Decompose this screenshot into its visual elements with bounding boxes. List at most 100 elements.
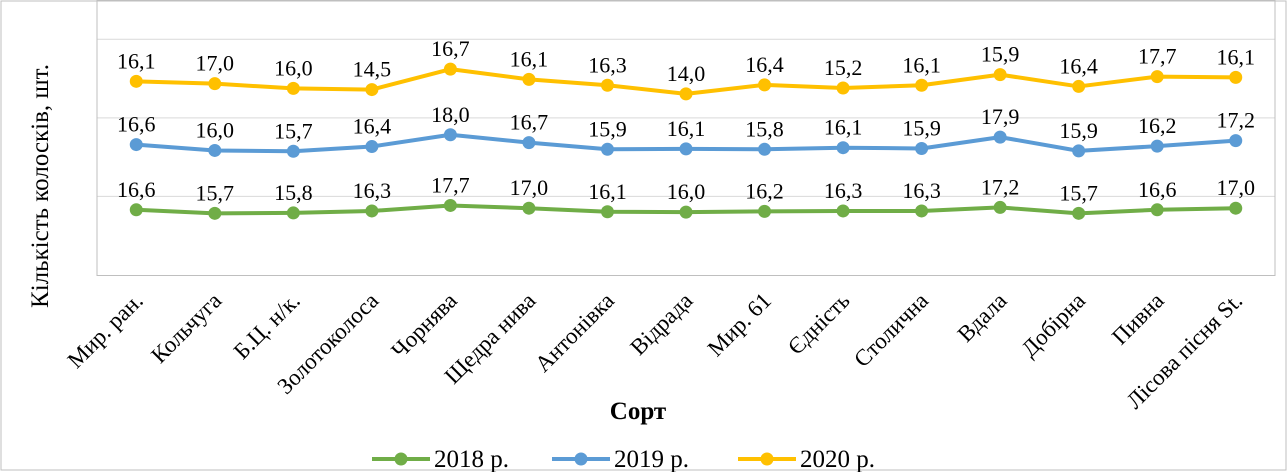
data-label-2020: 14,5 [353,57,392,82]
data-point-2020 [600,78,614,92]
data-label-2020: 16,4 [745,52,784,77]
data-label-2020: 16,1 [1216,44,1255,69]
data-point-2019 [679,142,693,156]
data-point-2019 [836,141,850,155]
data-point-2018 [1229,201,1243,215]
data-label-2019: 15,7 [274,118,313,143]
data-label-2018: 16,6 [117,177,156,202]
data-point-2018 [129,203,143,217]
x-axis-title: Сорт [610,398,666,425]
legend-label: 2019 р. [614,446,689,472]
data-label-2019: 16,4 [353,114,392,139]
data-point-2020 [443,62,457,76]
data-label-2020: 16,1 [117,48,156,73]
y-axis-title: Кількість колосків, шт. [27,64,54,308]
legend-item-2019: 2019 р. [552,446,689,472]
data-point-2020 [1229,70,1243,84]
data-label-2020: 14,0 [667,61,706,86]
data-point-2020 [679,87,693,101]
data-point-2018 [286,206,300,220]
data-point-2018 [208,206,222,220]
legend: 2018 р. 2019 р. 2020 р. [372,446,875,472]
data-point-2020 [836,81,850,95]
data-labels: 16,6 15,7 15,8 16,3 17,7 17,0 16,1 16,0 16,2 16,3… [117,36,1255,205]
data-label-2020: 16,3 [588,52,627,77]
data-label-2020: 15,2 [824,55,863,80]
data-label-2019: 15,9 [1059,118,1098,143]
data-label-2020: 16,4 [1059,53,1098,78]
data-point-2019 [600,142,614,156]
data-point-2018 [600,205,614,219]
data-point-2019 [915,142,929,155]
data-point-2019 [365,140,379,154]
data-label-2019: 16,2 [1138,113,1177,138]
legend-swatch-marker [394,452,408,466]
legend-swatch-marker [760,452,774,466]
data-label-2019: 16,1 [824,115,863,140]
data-label-2018: 17,0 [510,175,549,200]
data-point-2020 [522,72,536,86]
data-point-2018 [915,204,929,218]
data-point-2020 [365,83,379,97]
data-label-2018: 16,3 [353,178,392,203]
data-label-2018: 15,8 [274,180,313,205]
legend-item-2018: 2018 р. [372,446,509,472]
data-point-2020 [129,74,143,88]
data-point-2019 [1229,134,1243,148]
data-label-2018: 16,3 [902,178,941,203]
data-label-2020: 16,7 [431,36,470,61]
data-label-2019: 16,7 [510,110,549,135]
data-point-2018 [993,200,1007,214]
data-point-2019 [1072,144,1086,158]
data-label-2018: 17,0 [1216,175,1255,200]
data-label-2018: 15,7 [1059,180,1098,205]
data-label-2019: 17,2 [1216,108,1255,133]
data-label-2019: 16,0 [196,117,235,142]
data-label-2019: 17,9 [981,104,1020,129]
data-point-2018 [522,201,536,215]
data-point-2019 [1150,139,1164,153]
data-label-2018: 17,2 [981,174,1020,199]
data-point-2018 [836,204,850,218]
data-point-2020 [208,77,222,91]
data-point-2019 [129,138,143,152]
data-label-2019: 18,0 [431,102,470,127]
data-label-2018: 16,0 [667,179,706,204]
data-point-2018 [758,204,772,218]
legend-item-2020: 2020 р. [738,446,875,472]
data-point-2019 [758,142,772,156]
data-point-2019 [522,136,536,150]
legend-label: 2018 р. [434,446,509,472]
data-point-2020 [1150,70,1164,84]
data-label-2018: 16,2 [745,178,784,203]
data-point-2018 [443,198,457,212]
data-point-2020 [758,78,772,92]
data-point-2020 [915,78,929,92]
data-label-2018: 16,1 [588,179,627,204]
data-point-2019 [993,130,1007,144]
data-label-2019: 16,6 [117,112,156,137]
data-point-2018 [679,205,693,219]
gridlines [97,38,1275,197]
data-point-2019 [286,144,300,158]
data-label-2019: 15,8 [745,116,784,141]
data-label-2018: 15,7 [196,180,235,205]
data-label-2018: 16,3 [824,178,863,203]
data-label-2018: 17,7 [431,172,470,197]
data-label-2020: 17,0 [196,51,235,76]
data-point-2020 [1072,79,1086,93]
data-point-2018 [1150,203,1164,217]
legend-label: 2020 р. [800,446,875,472]
data-label-2020: 17,7 [1138,44,1177,69]
series-layer [129,62,1243,220]
data-label-2020: 16,0 [274,55,313,80]
data-label-2018: 16,6 [1138,177,1177,202]
data-label-2019: 15,9 [588,116,627,141]
data-point-2019 [443,128,457,142]
data-label-2019: 16,1 [667,116,706,141]
data-point-2019 [208,143,222,157]
data-label-2020: 16,1 [902,52,941,77]
data-label-2019: 15,9 [902,116,941,141]
data-point-2018 [365,204,379,218]
